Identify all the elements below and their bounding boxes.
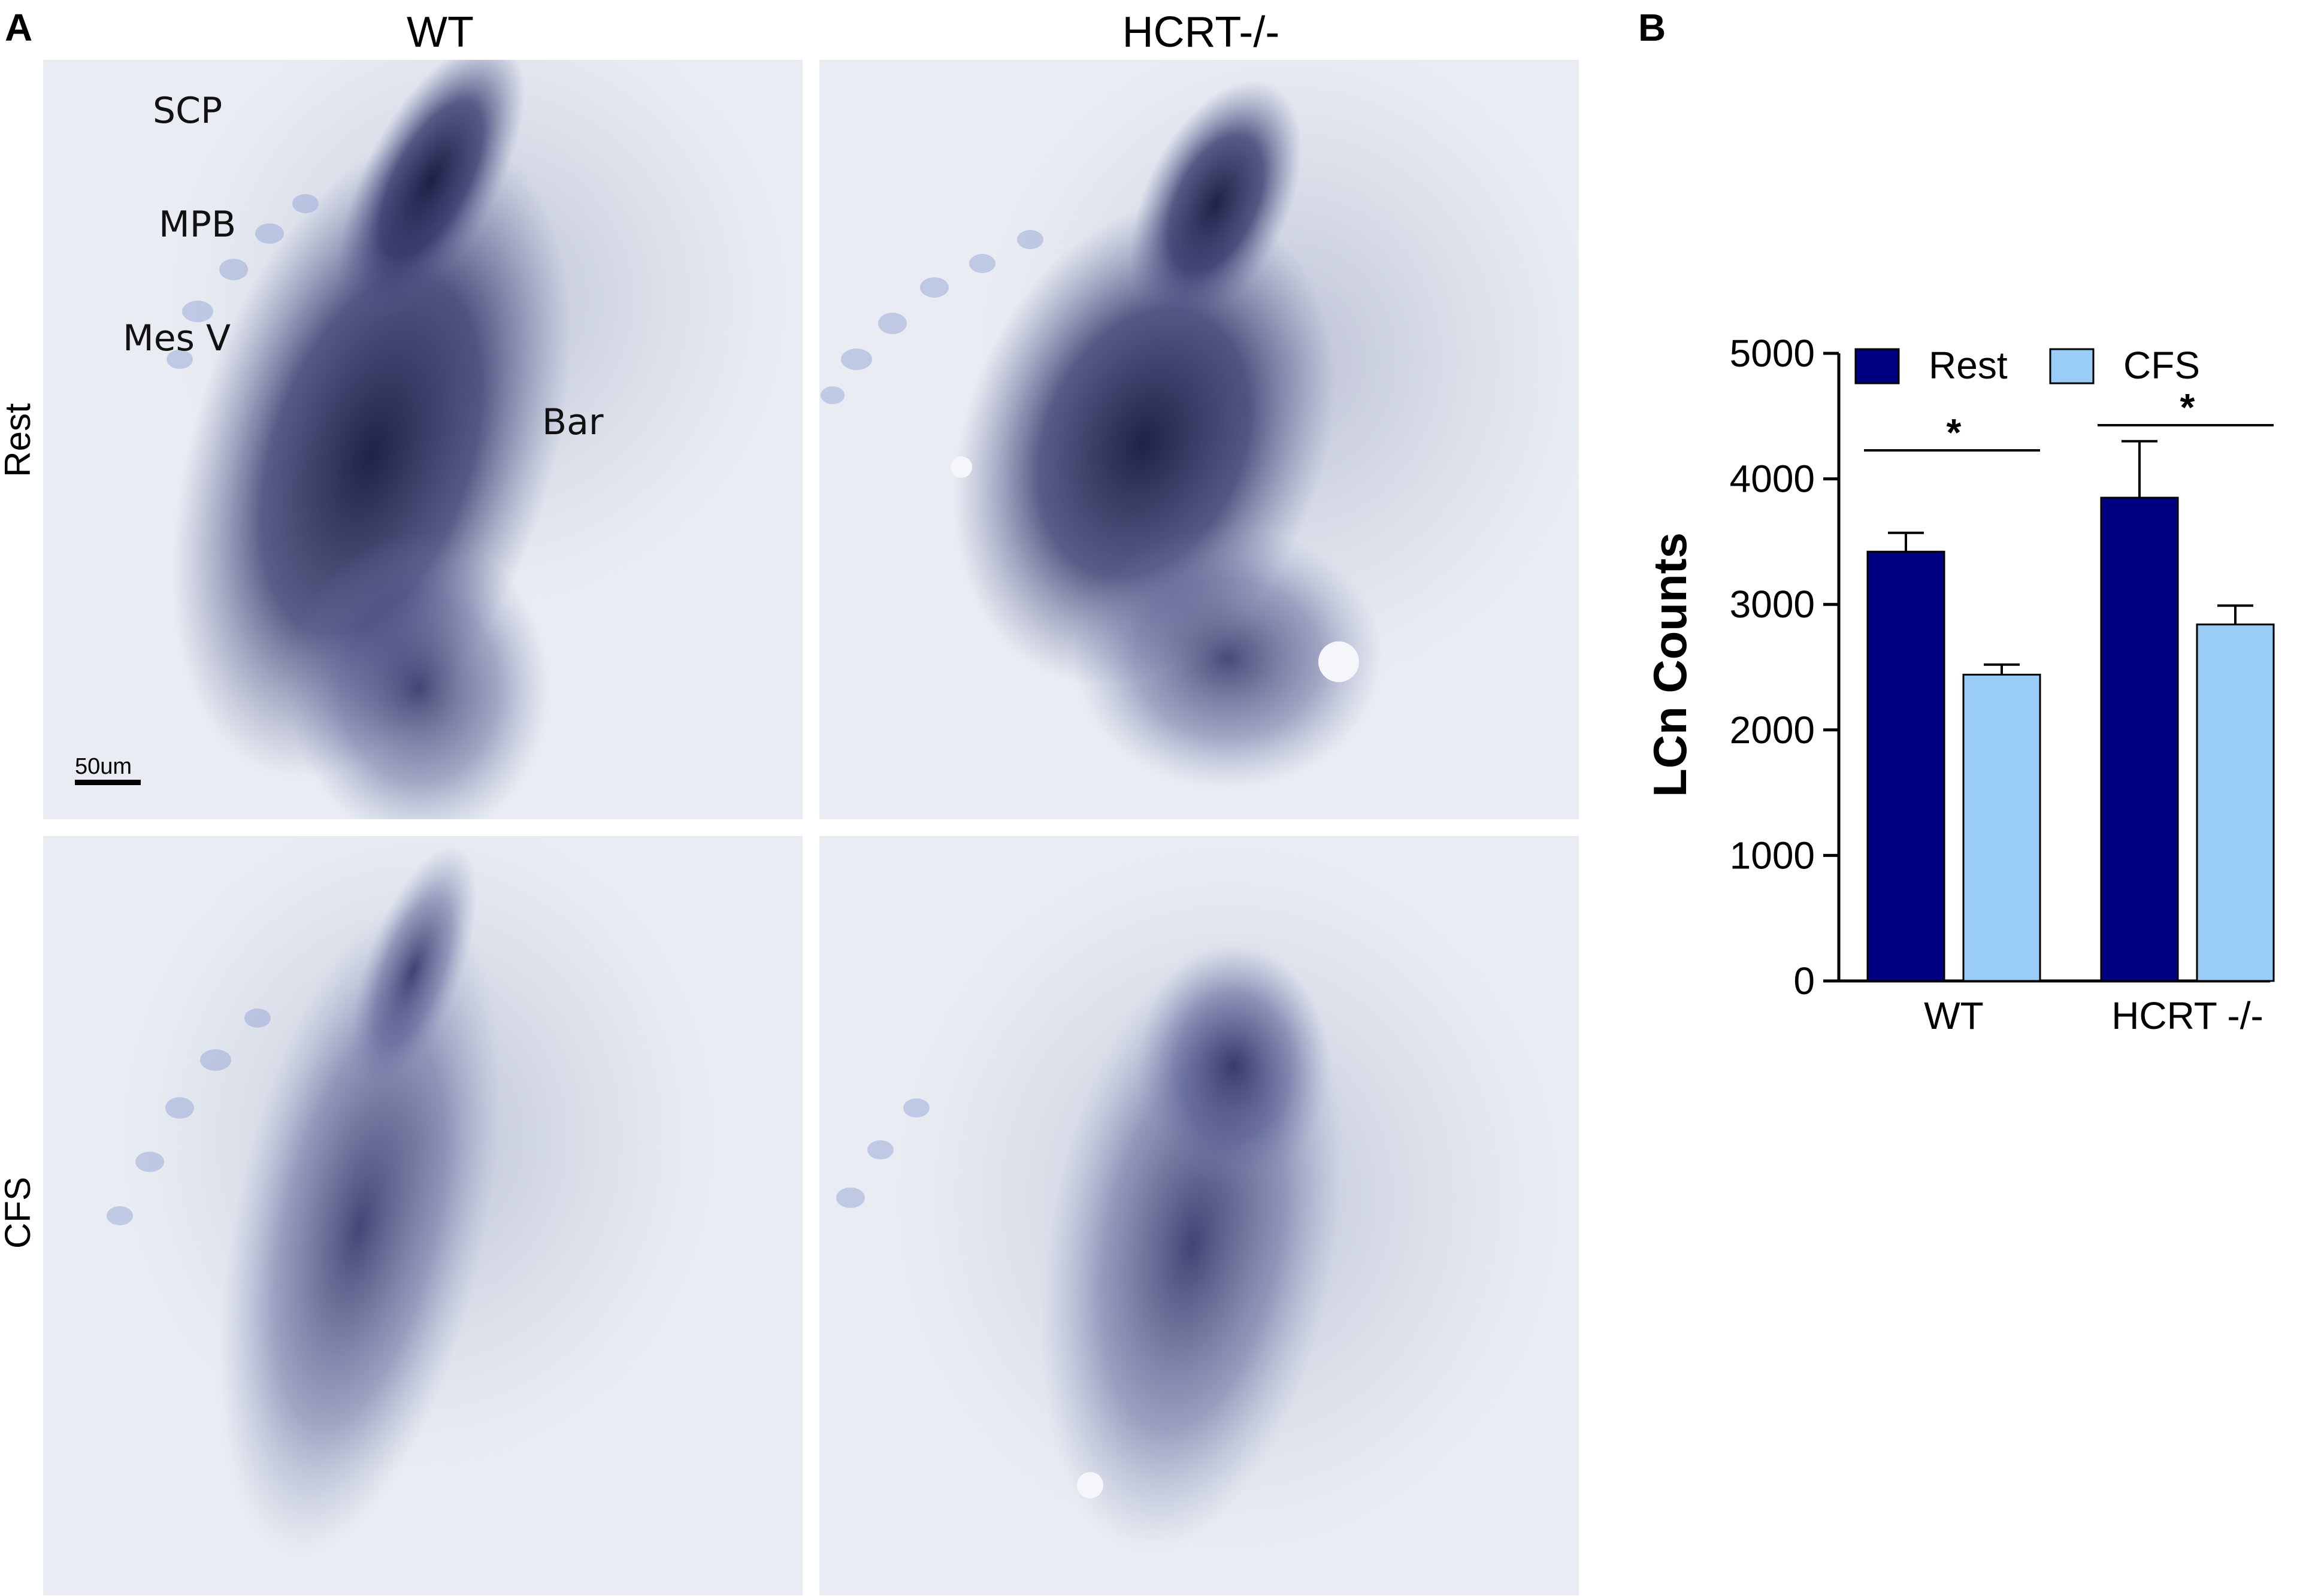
legend-label-rest: Rest	[1929, 344, 2008, 387]
y-tick-label: 1000	[1730, 834, 1815, 877]
scale-bar-label: 50um	[75, 754, 132, 779]
y-tick-label: 2000	[1730, 708, 1815, 752]
column-label-hcrt: HCRT-/-	[1122, 8, 1280, 56]
bar-cfs-wt	[1962, 674, 2041, 982]
annotation-scp: SCP	[153, 90, 222, 132]
row-label-rest: Rest	[0, 403, 38, 477]
significance-star: *	[1947, 411, 1962, 454]
micrograph-wt-cfs	[43, 836, 803, 1595]
panel-b-label: B	[1638, 6, 1666, 49]
x-tick-label: WT	[1924, 994, 1984, 1037]
annotation-mpb: MPB	[159, 204, 236, 246]
y-tick-label: 5000	[1730, 332, 1815, 375]
bar-rest-wt	[1866, 550, 1945, 982]
significance-star: *	[2180, 386, 2195, 429]
bar-cfs-hcrt	[2196, 623, 2275, 982]
bar-rest-hcrt	[2100, 496, 2179, 982]
micrograph-hcrt-rest	[819, 60, 1579, 819]
y-tick-label: 0	[1793, 959, 1815, 1003]
row-label-cfs: CFS	[0, 1177, 38, 1249]
panel-a-label: A	[5, 6, 32, 49]
micrograph-hcrt-cfs	[819, 836, 1579, 1595]
micrograph-wt-rest: SCP MPB Mes V Bar 50um	[43, 60, 803, 819]
legend-swatch-cfs	[2049, 348, 2095, 384]
y-tick-label: 4000	[1730, 458, 1815, 501]
legend-swatch-rest	[1854, 348, 1900, 384]
scale-bar	[75, 780, 141, 785]
chart-legend: Rest CFS	[1854, 344, 2200, 387]
annotation-bar: Bar	[542, 401, 604, 443]
legend-label-cfs: CFS	[2123, 344, 2200, 387]
bar-chart-lcn-counts: LCn Counts 0 1000 2000 3000 4000 5000 WT HCRT …	[1644, 332, 2275, 1037]
y-axis-title: LCn Counts	[1644, 532, 1696, 797]
annotation-mes-v: Mes V	[123, 317, 231, 359]
column-label-wt: WT	[407, 8, 474, 56]
x-tick-label: HCRT -/-	[2111, 994, 2263, 1037]
y-tick-label: 3000	[1730, 583, 1815, 626]
